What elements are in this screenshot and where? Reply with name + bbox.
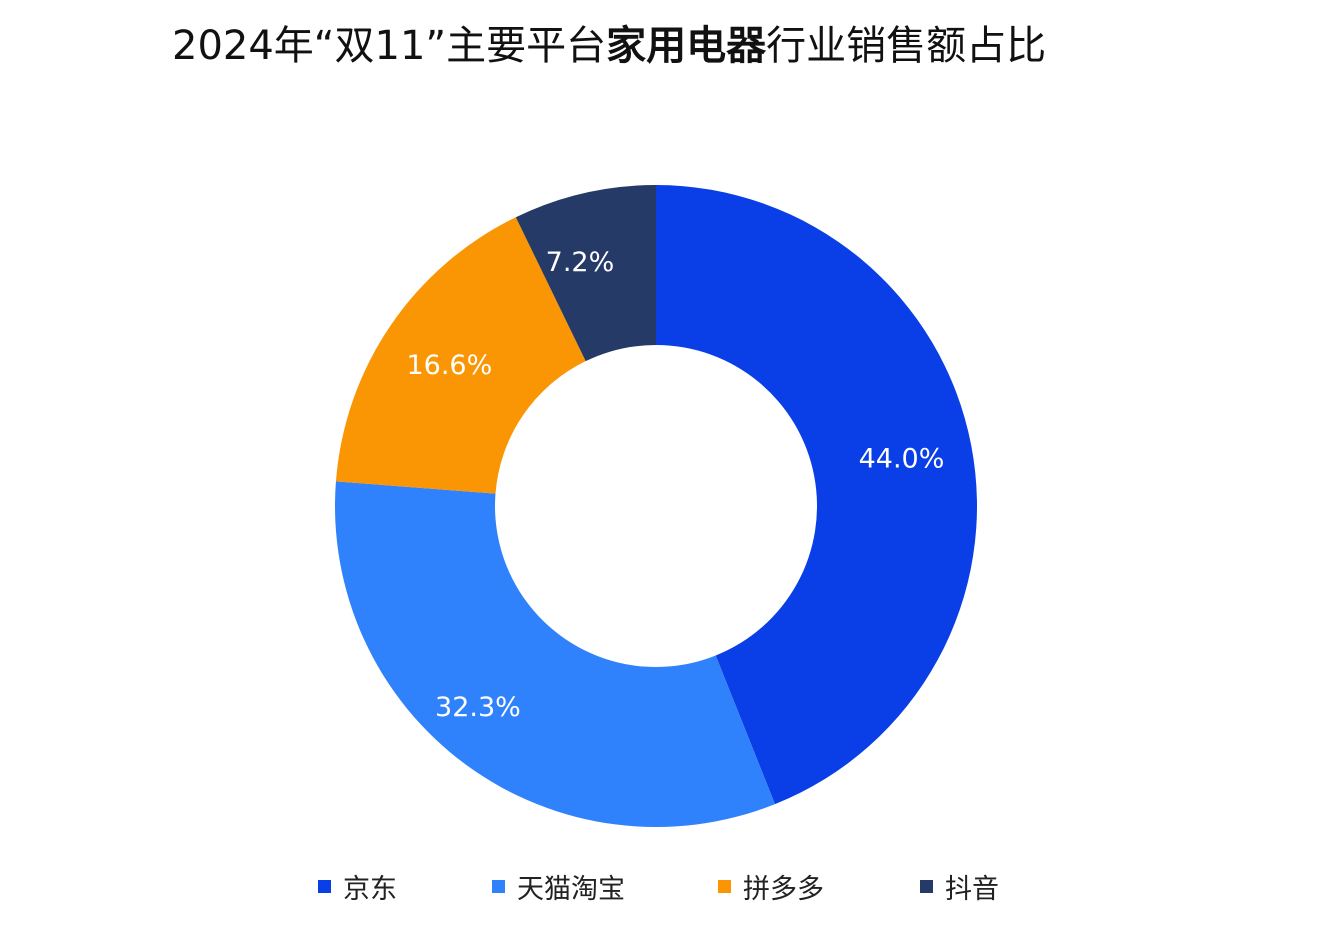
slice-labels: 44.0% 32.3% 16.6% 7.2% <box>406 247 944 723</box>
legend-swatch <box>920 879 933 893</box>
data-label-tmall-taobao: 32.3% <box>435 692 521 723</box>
legend-item-jd: 京东 <box>318 866 397 906</box>
legend-label: 天猫淘宝 <box>517 873 625 905</box>
legend-label: 拼多多 <box>743 873 824 905</box>
data-label-douyin: 7.2% <box>546 247 615 278</box>
title-suffix: 行业销售额占比 <box>766 23 1047 69</box>
donut-slices <box>334 185 977 827</box>
legend-item-pinduoduo: 拼多多 <box>718 866 824 906</box>
title-emphasis: 家用电器 <box>606 23 767 69</box>
legend-swatch <box>492 879 505 893</box>
legend-item-douyin: 抖音 <box>920 866 999 906</box>
data-label-jd: 44.0% <box>859 443 945 474</box>
chart-title: 2024年“双11”主要平台家用电器行业销售额占比 <box>172 20 1046 72</box>
title-prefix: 2024年“双11”主要平台 <box>172 23 607 69</box>
legend-swatch <box>318 879 331 893</box>
chart-legend: 京东 天猫淘宝 拼多多 抖音 <box>0 866 1332 906</box>
legend-item-tmall-taobao: 天猫淘宝 <box>492 866 625 906</box>
slice-douyin <box>515 185 656 362</box>
data-label-pinduoduo: 16.6% <box>406 350 492 381</box>
legend-label: 抖音 <box>945 873 999 905</box>
slice-pinduoduo <box>335 217 586 494</box>
slice-jd <box>656 185 977 805</box>
legend-label: 京东 <box>343 873 397 905</box>
legend-swatch <box>718 879 731 893</box>
slice-tmall-taobao <box>334 481 775 827</box>
